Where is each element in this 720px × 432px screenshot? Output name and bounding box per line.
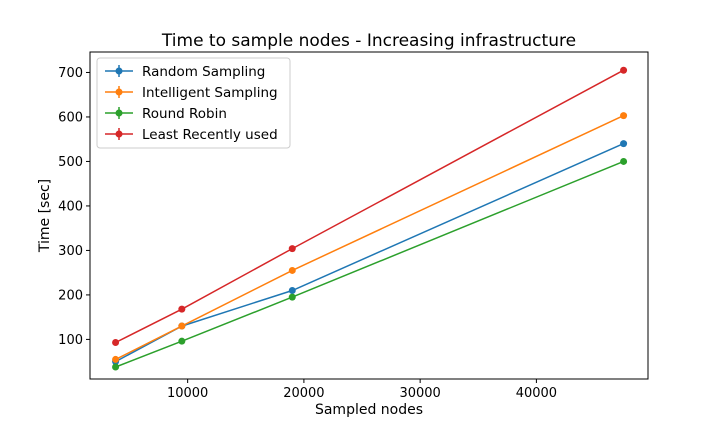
series-line (115, 69, 624, 344)
y-axis: 100 200 300 400 500 600 700 (58, 66, 90, 348)
legend-item: Least Recently used (105, 127, 278, 143)
series-intelligent-sampling (112, 112, 628, 363)
x-tick-label: 10000 (167, 386, 208, 401)
y-axis-label: Time [sec] (37, 179, 53, 253)
legend-item: Round Robin (105, 106, 227, 122)
legend: Random Sampling Intelligent Sampling Round… (96, 57, 291, 149)
data-point (288, 293, 296, 301)
series-line (115, 160, 624, 368)
series-random-sampling (112, 140, 628, 366)
series-line (115, 114, 624, 361)
series-round-robin (112, 157, 628, 371)
legend-label: Round Robin (142, 106, 227, 122)
x-tick-label: 30000 (399, 386, 440, 401)
data-point (620, 112, 628, 120)
data-point (178, 337, 186, 345)
legend-item: Intelligent Sampling (105, 85, 278, 101)
legend-box (96, 57, 291, 149)
data-point (112, 339, 120, 347)
data-point (288, 245, 296, 253)
y-tick-label: 300 (58, 244, 83, 259)
data-point (112, 355, 120, 363)
legend-marker (115, 67, 123, 75)
data-point (288, 266, 296, 274)
legend-marker (115, 130, 123, 138)
legend-marker (115, 109, 123, 117)
y-tick-label: 400 (58, 199, 83, 214)
x-axis: 10000 20000 30000 40000 (167, 379, 557, 401)
plot-area (89, 51, 649, 380)
data-point (620, 66, 628, 74)
x-axis-label: Sampled nodes (315, 402, 423, 418)
data-point (178, 305, 186, 313)
y-tick-label: 600 (58, 110, 83, 125)
y-tick-label: 200 (58, 288, 83, 303)
y-tick-label: 500 (58, 155, 83, 170)
series-line (115, 142, 624, 363)
data-point (620, 140, 628, 148)
legend-label: Least Recently used (142, 127, 278, 143)
y-tick-label: 100 (58, 333, 83, 348)
series-least-recently-used (112, 66, 628, 347)
x-tick-label: 20000 (283, 386, 324, 401)
data-point (620, 157, 628, 165)
x-tick-label: 40000 (516, 386, 557, 401)
data-point (178, 322, 186, 330)
legend-marker (115, 88, 123, 96)
data-point (112, 363, 120, 371)
legend-label: Random Sampling (142, 64, 265, 80)
series-layer (112, 66, 628, 371)
legend-item: Random Sampling (105, 64, 265, 80)
legend-label: Intelligent Sampling (142, 85, 278, 101)
data-point (288, 286, 296, 294)
chart-title: Time to sample nodes - Increasing infras… (161, 31, 576, 51)
y-tick-label: 700 (58, 66, 83, 81)
